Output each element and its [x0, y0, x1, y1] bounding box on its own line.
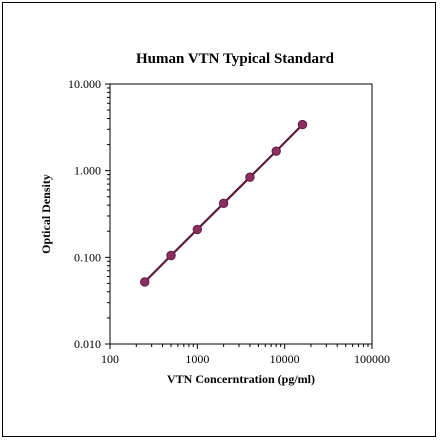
- y-axis: 0.010 0.100 1.000 10.000: [68, 77, 110, 351]
- x-axis: 100 1000 10000 100000: [101, 344, 390, 366]
- y-axis-label: Optical Density: [39, 174, 53, 254]
- x-axis-label: VTN Concerntration (pg/ml): [167, 372, 315, 386]
- x-tick-label: 100: [101, 352, 119, 366]
- chart-frame: [2, 2, 436, 437]
- data-point: [297, 119, 308, 130]
- data-point: [192, 224, 203, 235]
- x-tick-label: 1000: [185, 352, 209, 366]
- plot-area: [109, 83, 373, 345]
- data-point: [271, 146, 281, 156]
- y-tick-label: 0.100: [74, 250, 101, 264]
- y-tick-label: 1.000: [74, 164, 101, 178]
- y-tick-label: 0.010: [74, 337, 101, 351]
- data-point: [245, 172, 255, 182]
- data-point: [166, 250, 176, 261]
- data-point: [140, 277, 150, 287]
- data-point: [218, 198, 229, 209]
- x-tick-label: 100000: [354, 352, 390, 366]
- series-layer: [140, 119, 308, 287]
- y-tick-label: 10.000: [68, 77, 101, 91]
- chart-title: Human VTN Typical Standard: [136, 51, 335, 67]
- x-tick-label: 10000: [270, 352, 300, 366]
